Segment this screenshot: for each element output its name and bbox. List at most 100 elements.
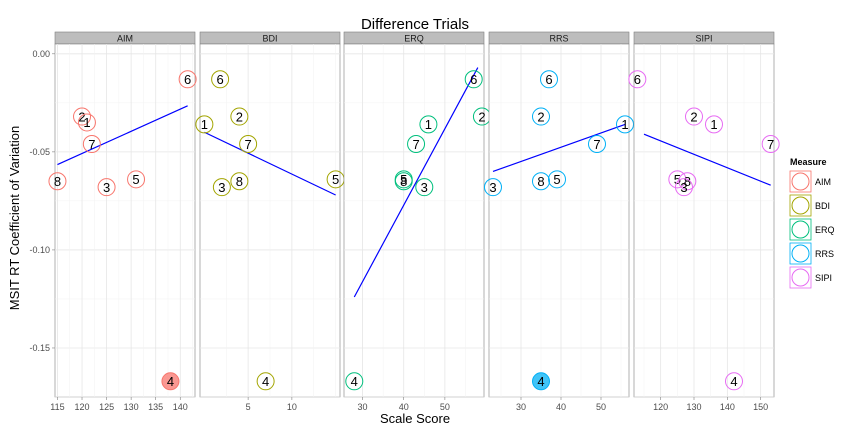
point-marker [48,172,67,191]
point-marker [705,115,723,134]
point-label: 2 [478,109,485,124]
point-label: 8 [537,174,544,189]
point-label: 5 [400,172,407,187]
point-label: 7 [593,137,600,152]
legend-label: RRS [815,249,834,259]
point-label: 8 [400,174,407,189]
point-marker [484,178,502,197]
data-point-4: 4 [725,372,743,391]
panel-background [54,43,196,398]
point-label: 6 [184,72,191,87]
panel-background [633,43,775,398]
point-marker [73,107,92,126]
facet-strip-label: AIM [117,34,133,44]
x-tick-label: 150 [753,402,768,412]
point-marker [345,372,364,391]
chart-title: Difference Trials [361,16,469,33]
point-label: 6 [545,72,552,87]
data-point-3: 3 [675,178,693,197]
point-marker [82,135,101,154]
legend-marker [791,196,810,215]
point-marker [464,70,483,89]
data-point-7: 7 [407,135,426,154]
fit-line [492,123,626,173]
facet-strip-label: ERQ [404,34,424,44]
point-marker [548,170,566,189]
point-label: 1 [83,115,90,130]
data-point-7: 7 [82,135,101,154]
data-point-7: 7 [588,135,606,154]
x-tick-label: 115 [50,402,64,412]
point-marker [678,172,697,191]
data-point-5: 5 [127,170,146,189]
point-label: 2 [78,109,85,124]
data-point-6: 6 [628,70,647,89]
y-axis-label: MSIT RT Coefficient of Variation [7,126,22,311]
point-marker [407,135,426,154]
data-point-1: 1 [616,115,634,134]
facet-strip-label: BDI [262,34,277,44]
x-tick-label: 50 [440,402,450,412]
point-marker [195,115,214,134]
point-marker [178,70,197,89]
point-label: 5 [553,172,560,187]
facet-panel-rrs: RRS 30 40 50 6 2 1 7 8 5 3 4 [484,31,634,412]
point-label: 8 [54,174,61,189]
point-label: 7 [245,137,252,152]
point-label: 1 [710,117,717,132]
fit-line [643,133,771,186]
point-label: 7 [88,137,95,152]
legend-item-aim: AIM [789,170,831,193]
y-tick-label: -0.10 [29,245,50,255]
point-label: 2 [690,109,697,124]
fit-line [204,131,336,196]
facet-panel-aim: AIM 115 120 125 130 135 140 6 21 7 8 3 5 4 [48,31,197,412]
data-point-8: 8 [48,172,67,191]
data-point-8: 8 [394,172,413,191]
data-point-1: 1 [77,113,96,132]
y-tick-label: 0.00 [32,49,50,59]
data-point-4: 4 [256,372,275,391]
point-label: 4 [537,374,544,389]
x-tick-label: 50 [596,402,606,412]
point-label: 3 [421,180,428,195]
point-label: 4 [167,374,174,389]
legend-marker [791,220,810,239]
data-point-4: 4 [345,372,364,391]
point-label: 1 [201,117,208,132]
point-marker [761,135,780,154]
data-point-8: 8 [678,172,697,191]
point-label: 5 [332,172,339,187]
y-tick-label: -0.15 [29,343,50,353]
point-label: 5 [674,172,681,187]
point-marker [230,172,249,191]
point-marker [685,107,703,126]
data-point-7: 7 [761,135,780,154]
panel-background [488,43,630,398]
facet-panel-sipi: SIPI 120 130 140 150 6 21 7 5 83 4 [628,31,780,412]
point-marker [675,178,693,197]
point-label: 3 [103,180,110,195]
point-marker [628,70,647,89]
point-marker [588,135,606,154]
point-marker [211,70,230,89]
facet-strip-label: SIPI [695,34,712,44]
data-point-4: 4 [532,372,550,391]
x-tick-label: 130 [686,402,701,412]
x-tick-label: 120 [75,402,90,412]
point-marker [419,115,438,134]
point-marker [127,170,146,189]
legend-key [789,170,812,193]
point-marker [230,107,249,126]
point-marker [532,107,550,126]
data-point-2: 2 [73,107,92,126]
x-tick-label: 5 [246,402,251,412]
point-label: 4 [351,374,358,389]
data-point-1: 1 [195,115,214,134]
facet-panel-erq: ERQ 30 40 50 6 2 17 58 3 4 [343,31,491,412]
point-marker [212,178,231,197]
legend-marker [791,172,810,191]
legend-label: AIM [815,177,831,187]
data-point-8: 8 [230,172,249,191]
point-marker [161,372,180,391]
